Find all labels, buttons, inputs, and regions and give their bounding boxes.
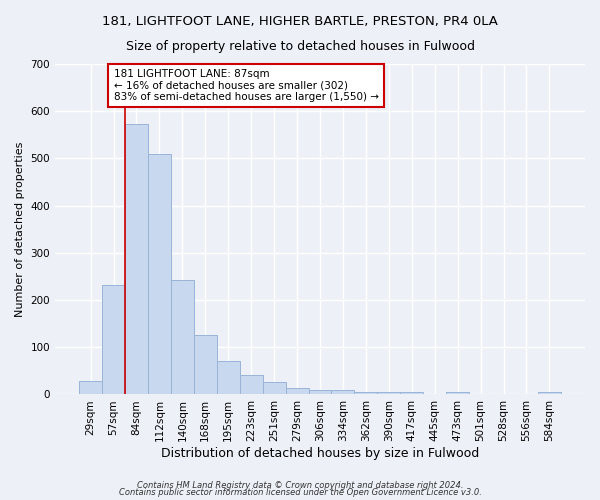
Bar <box>286 388 308 394</box>
Y-axis label: Number of detached properties: Number of detached properties <box>15 142 25 317</box>
Bar <box>125 124 148 394</box>
Bar <box>377 392 400 394</box>
Bar <box>217 362 240 394</box>
Bar <box>148 154 171 394</box>
Bar <box>102 285 125 395</box>
Bar <box>171 280 194 394</box>
Bar <box>446 392 469 394</box>
Bar <box>263 382 286 394</box>
Text: Contains HM Land Registry data © Crown copyright and database right 2024.: Contains HM Land Registry data © Crown c… <box>137 480 463 490</box>
Bar <box>331 390 355 394</box>
Bar <box>355 392 377 394</box>
Bar <box>308 390 331 394</box>
Text: 181, LIGHTFOOT LANE, HIGHER BARTLE, PRESTON, PR4 0LA: 181, LIGHTFOOT LANE, HIGHER BARTLE, PRES… <box>102 15 498 28</box>
Bar <box>194 334 217 394</box>
X-axis label: Distribution of detached houses by size in Fulwood: Distribution of detached houses by size … <box>161 447 479 460</box>
Text: Size of property relative to detached houses in Fulwood: Size of property relative to detached ho… <box>125 40 475 53</box>
Text: Contains public sector information licensed under the Open Government Licence v3: Contains public sector information licen… <box>119 488 481 497</box>
Text: 181 LIGHTFOOT LANE: 87sqm
← 16% of detached houses are smaller (302)
83% of semi: 181 LIGHTFOOT LANE: 87sqm ← 16% of detac… <box>113 68 379 102</box>
Bar <box>240 374 263 394</box>
Bar <box>79 381 102 394</box>
Bar <box>538 392 561 394</box>
Bar <box>400 392 423 394</box>
